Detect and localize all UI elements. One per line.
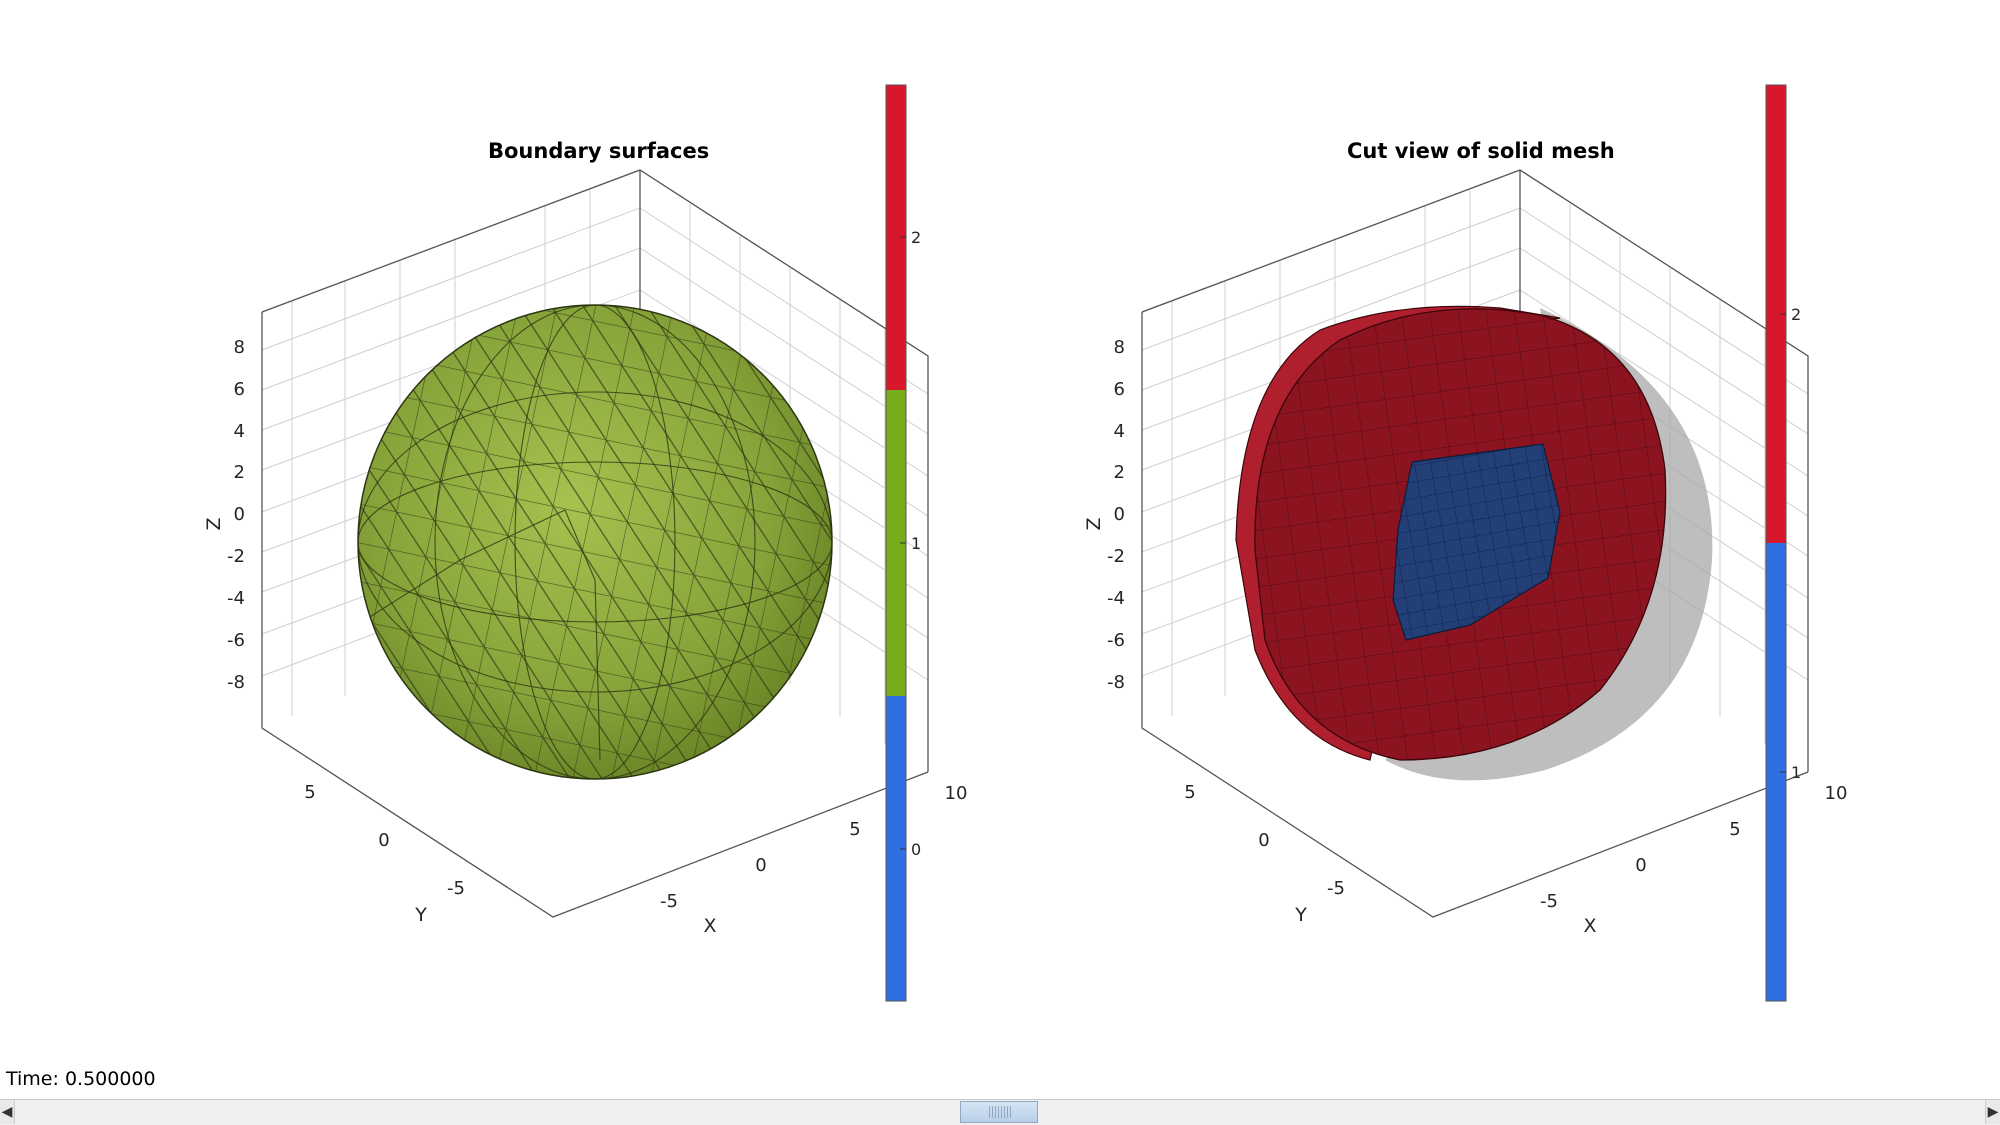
z-tick: 6 [234,379,245,400]
svg-text:-8: -8 [1107,672,1125,693]
colorbar-tick: 2 [911,228,921,247]
z-tick: 4 [234,421,245,442]
svg-text:10: 10 [945,783,968,804]
time-label: Time: 0.500000 [6,1068,156,1090]
scroll-right-arrow-icon[interactable]: ▶ [1985,1100,2000,1124]
svg-text:-5: -5 [1327,878,1345,899]
right-x-ticks: -5 0 5 10 [1540,783,1847,912]
svg-text:6: 6 [1114,379,1125,400]
left-x-ticks: -5 0 5 10 [660,783,967,912]
left-y-label: Y [414,904,427,926]
right-colorbar: 2 1 [1765,84,1801,1002]
left-z-label: Z [203,517,225,530]
svg-text:2: 2 [1114,462,1125,483]
z-tick: 8 [234,337,245,358]
right-z-ticks: 8 6 4 2 0 -2 -4 -6 -8 [1107,337,1125,693]
scrollbar-thumb[interactable] [960,1101,1038,1123]
right-plot-title: Cut view of solid mesh [1347,139,1615,163]
scroll-left-arrow-icon[interactable]: ◀ [0,1100,15,1124]
colorbar-tick: 2 [1791,305,1801,324]
svg-text:-5: -5 [660,891,678,912]
svg-text:0: 0 [755,855,766,876]
svg-text:4: 4 [1114,421,1125,442]
svg-text:10: 10 [1825,783,1848,804]
svg-text:-6: -6 [1107,630,1125,651]
right-z-label: Z [1083,517,1105,530]
svg-text:5: 5 [1184,782,1195,803]
svg-text:0: 0 [1258,830,1269,851]
right-y-ticks: 5 0 -5 [1184,782,1345,899]
z-tick: -8 [227,672,245,693]
svg-text:-5: -5 [1540,891,1558,912]
svg-text:5: 5 [1729,819,1740,840]
svg-text:-4: -4 [1107,588,1125,609]
svg-text:8: 8 [1114,337,1125,358]
svg-text:0: 0 [378,830,389,851]
figure-canvas: 8 6 4 2 0 -2 -4 -6 -8 Z 5 0 -5 Y -5 0 5 … [203,84,1847,1002]
svg-text:5: 5 [849,819,860,840]
time-scrollbar[interactable]: ◀ ▶ [0,1099,2000,1125]
colorbar-tick: 1 [1791,763,1801,782]
svg-text:-2: -2 [1107,546,1125,567]
z-tick: -6 [227,630,245,651]
colorbar-tick: 0 [911,840,921,859]
grip-icon [989,1106,1011,1118]
left-x-label: X [703,915,716,937]
left-z-ticks: 8 6 4 2 0 -2 -4 -6 -8 [227,337,245,693]
right-x-label: X [1583,915,1596,937]
z-tick: -2 [227,546,245,567]
right-y-label: Y [1294,904,1307,926]
svg-text:5: 5 [304,782,315,803]
colorbar-tick: 1 [911,534,921,553]
left-colorbar: 2 1 0 [885,84,921,1002]
left-y-ticks: 5 0 -5 [304,782,465,899]
z-tick: -4 [227,588,245,609]
svg-text:0: 0 [1635,855,1646,876]
svg-text:-5: -5 [447,878,465,899]
left-plot-title: Boundary surfaces [488,139,710,163]
svg-text:0: 0 [1114,504,1125,525]
z-tick: 0 [234,504,245,525]
left-sphere-mesh [357,304,833,780]
z-tick: 2 [234,462,245,483]
